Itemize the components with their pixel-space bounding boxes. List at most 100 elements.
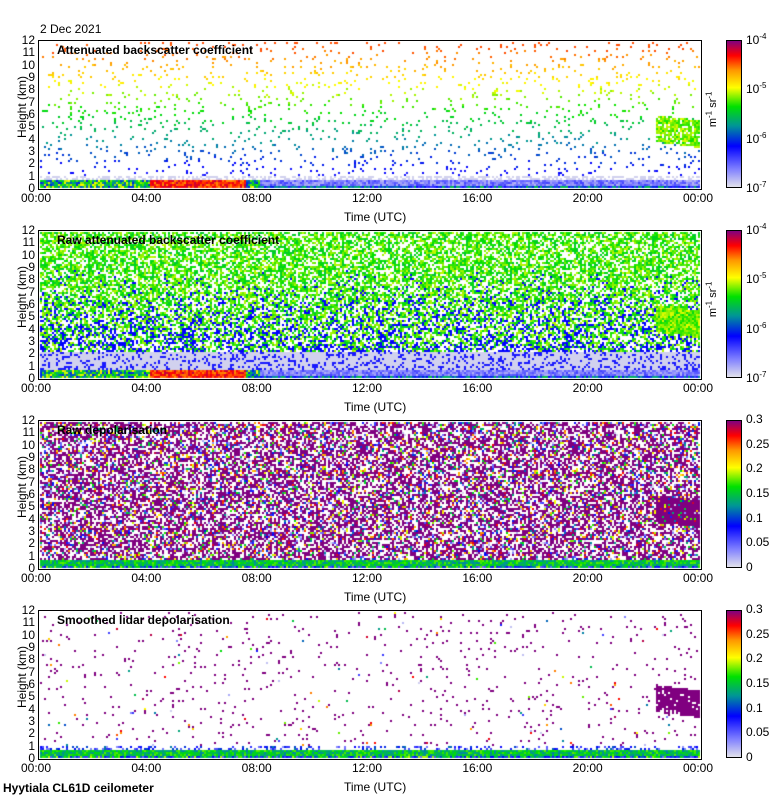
y-tick-label: 3 (28, 714, 35, 728)
x-tick-label: 12:00 (352, 761, 383, 775)
y-axis-label: Height (km) (15, 456, 29, 519)
x-axis-label: Time (UTC) (344, 400, 407, 414)
y-tick-label: 7 (28, 664, 35, 679)
y-tick-label: 8 (28, 652, 35, 667)
date-label: 2 Dec 2021 (40, 22, 102, 36)
colorbar-tick-label: 10-6 (746, 130, 767, 146)
x-tick-label: 20:00 (572, 381, 603, 395)
colorbar (726, 230, 742, 378)
y-tick-label: 6 (28, 297, 35, 311)
x-tick-label: 16:00 (462, 381, 493, 395)
y-tick-label: 5 (28, 689, 35, 704)
y-tick-label: 12 (21, 413, 35, 427)
y-tick-label: 10 (21, 437, 35, 452)
y-tick-label: 4 (28, 131, 35, 146)
y-axis-label: Height (km) (15, 266, 29, 329)
y-tick-label: 10 (21, 57, 35, 72)
panel-title: Smoothed lidar depolarisation (57, 613, 230, 627)
y-tick-label: 2 (28, 346, 35, 361)
y-tick-label: 11 (22, 235, 35, 250)
x-tick-label: 20:00 (572, 571, 603, 585)
y-tick-label: 6 (28, 107, 35, 121)
y-tick-label: 12 (21, 603, 35, 617)
y-tick-label: 9 (28, 640, 35, 654)
x-axis-label: Time (UTC) (344, 210, 407, 224)
panel-4: Smoothed lidar depolarisation Height (km)… (0, 602, 780, 800)
x-tick-label: 00:00 (683, 761, 714, 775)
y-axis-label: Height (km) (15, 76, 29, 139)
y-tick-label: 12 (21, 33, 35, 47)
y-tick-label: 4 (28, 321, 35, 336)
heatmap-plot (38, 230, 702, 380)
y-tick-label: 1 (28, 358, 35, 373)
colorbar-tick-label: 0.3 (746, 602, 763, 616)
x-tick-label: 00:00 (21, 761, 52, 775)
y-tick-label: 0 (28, 371, 35, 385)
x-tick-label: 04:00 (131, 571, 162, 585)
y-axis-label: Height (km) (15, 646, 29, 709)
y-tick-label: 4 (28, 511, 35, 526)
y-tick-label: 0 (28, 751, 35, 765)
y-tick-label: 0 (28, 181, 35, 195)
y-tick-label: 8 (28, 462, 35, 477)
x-tick-label: 04:00 (131, 761, 162, 775)
y-tick-label: 1 (28, 548, 35, 563)
colorbar-tick-label: 0.25 (746, 626, 770, 641)
x-axis-label: Time (UTC) (344, 780, 407, 794)
colorbar-tick-label: 0.15 (746, 486, 770, 500)
y-tick-label: 8 (28, 82, 35, 97)
y-tick-label: 6 (28, 677, 35, 691)
y-tick-label: 9 (28, 70, 35, 84)
y-tick-label: 2 (28, 536, 35, 551)
y-tick-label: 5 (28, 309, 35, 324)
x-tick-label: 12:00 (352, 191, 383, 205)
x-tick-label: 00:00 (683, 381, 714, 395)
y-tick-label: 3 (28, 334, 35, 348)
x-tick-label: 20:00 (572, 191, 603, 205)
heatmap-plot (38, 420, 702, 570)
y-tick-label: 7 (28, 474, 35, 489)
y-tick-label: 4 (28, 701, 35, 716)
colorbar-unit: m-1 sr-1 (704, 91, 720, 128)
colorbar-tick-label: 0.1 (746, 510, 763, 525)
colorbar-tick-label: 10-7 (746, 370, 767, 385)
x-tick-label: 08:00 (241, 381, 272, 395)
x-tick-label: 16:00 (462, 191, 493, 205)
colorbar-tick-label: 0 (746, 750, 753, 764)
x-tick-label: 00:00 (683, 191, 714, 205)
colorbar-tick-label: 10-5 (746, 271, 767, 287)
colorbar (726, 610, 742, 758)
colorbar (726, 420, 742, 568)
x-tick-label: 00:00 (683, 571, 714, 585)
colorbar-tick-label: 10-7 (746, 180, 767, 195)
colorbar-tick-label: 0.05 (746, 535, 770, 550)
panel-3: Raw depolarisation Height (km) Time (UTC) 0… (0, 412, 780, 610)
y-tick-label: 10 (21, 627, 35, 642)
colorbar-tick-label: 0.2 (746, 461, 763, 476)
x-tick-label: 12:00 (352, 571, 383, 585)
y-tick-label: 10 (21, 247, 35, 262)
colorbar-tick-label: 0.15 (746, 676, 770, 690)
y-tick-label: 3 (28, 524, 35, 538)
x-tick-label: 08:00 (241, 571, 272, 585)
x-tick-label: 08:00 (241, 761, 272, 775)
y-tick-label: 7 (28, 94, 35, 109)
x-tick-label: 04:00 (131, 191, 162, 205)
y-tick-label: 2 (28, 726, 35, 741)
y-tick-label: 1 (28, 168, 35, 183)
x-tick-label: 20:00 (572, 761, 603, 775)
colorbar-tick-label: 0.2 (746, 651, 763, 666)
y-tick-label: 0 (28, 561, 35, 575)
x-tick-label: 16:00 (462, 571, 493, 585)
y-tick-label: 11 (22, 615, 35, 630)
y-tick-label: 2 (28, 156, 35, 171)
colorbar-unit: m-1 sr-1 (704, 281, 720, 318)
colorbar-tick-label: 0 (746, 560, 753, 574)
y-tick-label: 3 (28, 144, 35, 158)
panel-title: Raw attenuated backscatter coefficient (57, 233, 280, 247)
panel-title: Raw depolarisation (57, 423, 168, 437)
y-tick-label: 6 (28, 487, 35, 501)
y-tick-label: 5 (28, 119, 35, 134)
heatmap-plot (38, 610, 702, 760)
x-axis-label: Time (UTC) (344, 590, 407, 604)
